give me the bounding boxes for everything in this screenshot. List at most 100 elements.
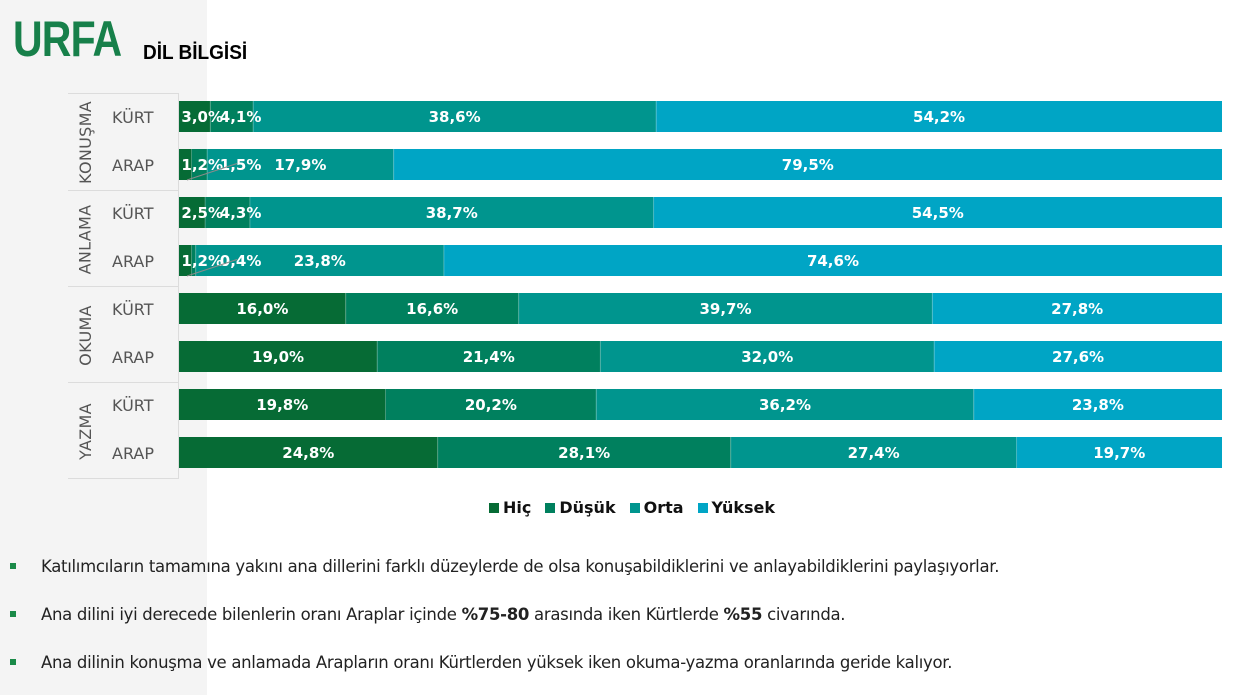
left-background-panel [0,0,207,695]
data-label: 4,3% [220,204,262,222]
data-label: 38,6% [429,108,481,126]
bar-segment-orta [596,389,974,420]
group-anlama: ANLAMA KÜRT ARAP [68,190,178,287]
legend-swatch [545,502,556,513]
bar-segment-yksek [973,389,1222,420]
title-city: URFA [13,11,122,67]
data-label: 27,8% [1051,300,1103,318]
bar-segment-dk [345,293,519,324]
bar-segment-orta [249,197,654,228]
row-label: KÜRT [112,300,154,319]
bar-segment-hi [179,389,386,420]
text-run: Ana dilini iyi derecede bilenlerin oranı… [41,605,462,624]
bar-segment-dk [191,245,196,276]
data-label: 39,7% [699,300,751,318]
bar-segment-yksek [656,101,1222,132]
data-label: 1,2% [181,156,223,174]
emphasis-text: %55 [723,605,763,624]
bar-segment-yksek [932,293,1222,324]
finding-text: Katılımcıların tamamına yakını ana dille… [41,557,1000,576]
bar-segment-hi [179,101,211,132]
data-label: 28,1% [558,444,610,462]
bar-segment-yksek [393,149,1222,180]
bar-segment-hi [179,293,346,324]
legend-swatch [489,502,499,513]
category-label-table: KONUŞMA KÜRT ARAP ANLAMA KÜRT ARAP OKUMA… [68,93,179,479]
data-label: 74,6% [807,252,859,270]
data-label: 17,9% [274,156,326,174]
data-label: 54,5% [912,204,964,222]
data-label: 19,0% [252,348,304,366]
data-label: 2,5% [181,204,223,222]
legend-label: Yüksek [711,498,775,517]
leader-line [186,163,238,181]
data-label: 23,8% [1072,396,1124,414]
legend-item-yuksek: Yüksek [697,498,775,517]
data-label: 3,0% [181,108,223,126]
row-label: ARAP [112,156,155,175]
bar-segment-orta [730,437,1017,468]
bar-segment-dk [191,149,208,180]
text-run: Katılımcıların tamamına yakını ana dille… [41,557,1000,576]
legend-item-dusuk: Düşük [545,498,616,517]
bullet-square-icon [10,563,16,569]
row-label: ARAP [112,252,155,271]
data-label: 19,8% [256,396,308,414]
bar-segment-yksek [934,341,1222,372]
row-label: KÜRT [112,108,154,127]
legend-item-hic: Hiç [489,498,531,517]
bar-segment-orta [195,245,444,276]
data-label: 32,0% [741,348,793,366]
group-okuma: OKUMA KÜRT ARAP [68,286,178,383]
bullet-square-icon [10,659,16,665]
bar-segment-dk [210,101,254,132]
data-label: 21,4% [463,348,515,366]
bar-segment-dk [385,389,597,420]
data-label: 1,2% [181,252,223,270]
emphasis-text: %75-80 [461,605,530,624]
leader-line [186,259,238,277]
data-label: 16,0% [236,300,288,318]
data-label: 27,6% [1052,348,1104,366]
bar-segment-dk [205,197,250,228]
data-label: 36,2% [759,396,811,414]
data-label: 0,4% [220,252,262,270]
legend-label: Hiç [503,498,532,517]
finding-text: Ana dilinin konuşma ve anlamada Arapları… [41,653,953,672]
title-subtitle: DİL BİLGİSİ [143,42,248,64]
bullet-square-icon [10,611,16,617]
bar-segment-hi [179,437,438,468]
legend-swatch [629,502,640,513]
bar-segment-yksek [443,245,1222,276]
data-label: 16,6% [406,300,458,318]
text-run: civarında. [762,605,846,624]
data-label: 23,8% [294,252,346,270]
bar-segment-hi [179,245,192,276]
row-label: KÜRT [112,396,154,415]
bar-segment-orta [253,101,657,132]
legend-label: Orta [643,498,684,517]
legend-label: Düşük [559,498,616,517]
bar-segment-dk [437,437,731,468]
chart-legend: Hiç Düşük Orta Yüksek [489,498,775,517]
data-label: 79,5% [782,156,834,174]
data-label: 4,1% [220,108,262,126]
bar-segment-orta [518,293,933,324]
bar-segment-yksek [1016,437,1222,468]
data-label: 19,7% [1093,444,1145,462]
row-label: ARAP [112,348,155,367]
data-label: 38,7% [426,204,478,222]
legend-item-orta: Orta [629,498,684,517]
row-label: ARAP [112,444,155,463]
data-label: 24,8% [282,444,334,462]
data-label: 20,2% [465,396,517,414]
bar-segment-orta [600,341,935,372]
bar-segment-dk [377,341,601,372]
data-label: 54,2% [913,108,965,126]
data-label: 27,4% [848,444,900,462]
bar-segment-hi [179,341,378,372]
bar-segment-hi [179,149,192,180]
row-label: KÜRT [112,204,154,223]
group-konusma: KONUŞMA KÜRT ARAP [68,94,178,190]
bar-segment-orta [207,149,394,180]
